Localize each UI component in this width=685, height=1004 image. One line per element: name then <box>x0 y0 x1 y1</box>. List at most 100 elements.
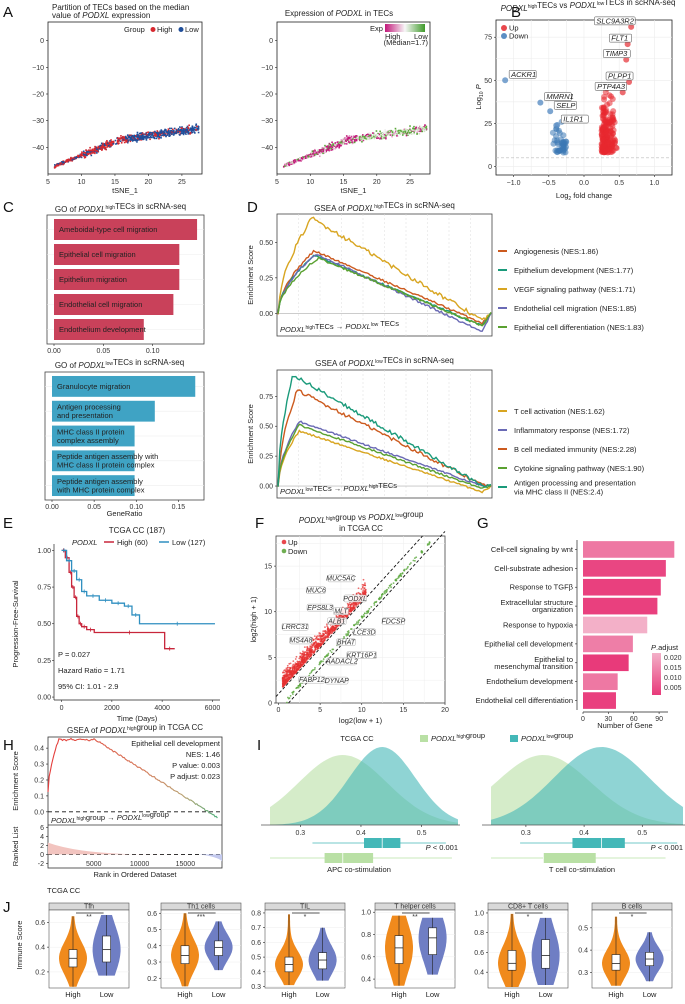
y-tick-label: 0.8 <box>474 930 484 937</box>
data-point <box>106 139 108 142</box>
data-point <box>120 142 123 144</box>
data-point <box>329 143 332 146</box>
down-point <box>373 604 376 606</box>
data-point <box>121 139 124 142</box>
km-annotation-1: Hazard Ratio = 1.71 <box>58 666 125 675</box>
data-point <box>70 159 72 162</box>
down-point <box>398 575 401 577</box>
strip-label-5: B cells <box>622 904 643 911</box>
gene-label-muc6: MUC6 <box>306 588 326 595</box>
up-point <box>285 680 288 683</box>
up-point <box>300 657 303 659</box>
data-point <box>315 153 318 155</box>
data-point <box>155 134 158 136</box>
data-point <box>376 136 378 139</box>
data-point <box>87 152 90 155</box>
data-point <box>400 131 402 134</box>
data-point <box>344 142 346 145</box>
data-point <box>61 161 63 163</box>
data-point <box>297 159 300 162</box>
data-point <box>186 125 189 128</box>
bar-label-6: Epithelial to <box>534 655 573 664</box>
data-point <box>195 124 197 127</box>
gene-label-il1r1: IL1R1 <box>563 115 583 124</box>
down-point <box>390 583 393 586</box>
x-tick-label: 10 <box>78 179 86 186</box>
x-tick-label: 0.4 <box>356 830 366 837</box>
data-point <box>343 140 345 142</box>
bar-2 <box>583 578 661 596</box>
data-point <box>167 131 170 133</box>
bar-label-1: and presentation <box>57 411 113 420</box>
data-point <box>170 127 173 130</box>
data-point <box>66 158 69 161</box>
data-point <box>86 149 88 152</box>
data-point <box>183 129 185 131</box>
data-point <box>384 135 386 137</box>
data-point <box>184 129 187 131</box>
data-point <box>350 139 353 141</box>
x-tick-label: 0.5 <box>417 830 427 837</box>
data-point <box>126 137 129 140</box>
data-point <box>291 160 294 163</box>
down-point <box>291 691 294 694</box>
data-point <box>164 133 166 136</box>
data-point <box>336 141 339 144</box>
y-tick-label: 0.6 <box>251 940 261 947</box>
data-point <box>157 132 160 135</box>
data-point <box>190 130 193 133</box>
up-point <box>292 660 295 663</box>
data-point <box>344 139 347 142</box>
bar-label-7: Endothelium development <box>486 677 574 686</box>
data-point <box>110 139 112 141</box>
data-point <box>135 135 137 137</box>
y-tick-label: 0.00 <box>259 311 273 318</box>
y-tick-label: -2 <box>38 861 44 868</box>
down-point <box>350 628 352 630</box>
data-point <box>347 137 349 139</box>
up-point <box>320 640 323 643</box>
panel-letter-a: A <box>3 4 13 21</box>
data-point <box>367 136 369 138</box>
labeled-point-slc9a3r2 <box>628 23 635 30</box>
gene-label-ptp4a3: PTP4A3 <box>597 82 626 91</box>
y-tick-label: −20 <box>261 92 273 99</box>
data-point <box>172 134 175 136</box>
data-point <box>364 137 366 139</box>
up-point <box>281 683 284 686</box>
x-axis-label: GeneRatio <box>107 509 143 518</box>
down-point <box>390 586 393 589</box>
significance-label-3: ** <box>412 914 418 921</box>
up-point <box>314 640 317 643</box>
data-point <box>379 135 382 138</box>
ranked-list-negative <box>199 854 222 862</box>
data-point <box>119 137 121 140</box>
down-point <box>318 661 321 664</box>
gene-label-dynap: DYNAP <box>325 678 349 685</box>
gene-label-box <box>602 49 631 58</box>
data-point <box>187 127 190 130</box>
gene-label-box <box>327 574 355 583</box>
up-point <box>605 139 612 146</box>
points-A2 <box>282 124 428 169</box>
up-point <box>364 591 367 593</box>
up-point <box>308 647 311 650</box>
data-point <box>173 132 175 134</box>
up-point <box>310 650 313 653</box>
data-point <box>78 155 80 157</box>
up-point <box>356 601 359 604</box>
down-point <box>365 610 368 613</box>
down-point <box>312 668 315 671</box>
legend-marker-down <box>281 548 287 554</box>
up-point <box>283 681 286 683</box>
y-tick-label: 0.6 <box>361 954 371 961</box>
data-point <box>127 140 129 142</box>
axis-direction-note: PODXLhighTECs → PODXLlow TECs <box>280 319 399 334</box>
data-point <box>176 130 179 133</box>
padjust-colorbar <box>652 653 661 695</box>
data-point <box>425 125 428 128</box>
km-curve-0 <box>61 549 175 650</box>
gsea-curve-0 <box>277 429 492 494</box>
x-tick-label: 5 <box>275 179 279 186</box>
gsea-curve-1 <box>277 420 492 488</box>
